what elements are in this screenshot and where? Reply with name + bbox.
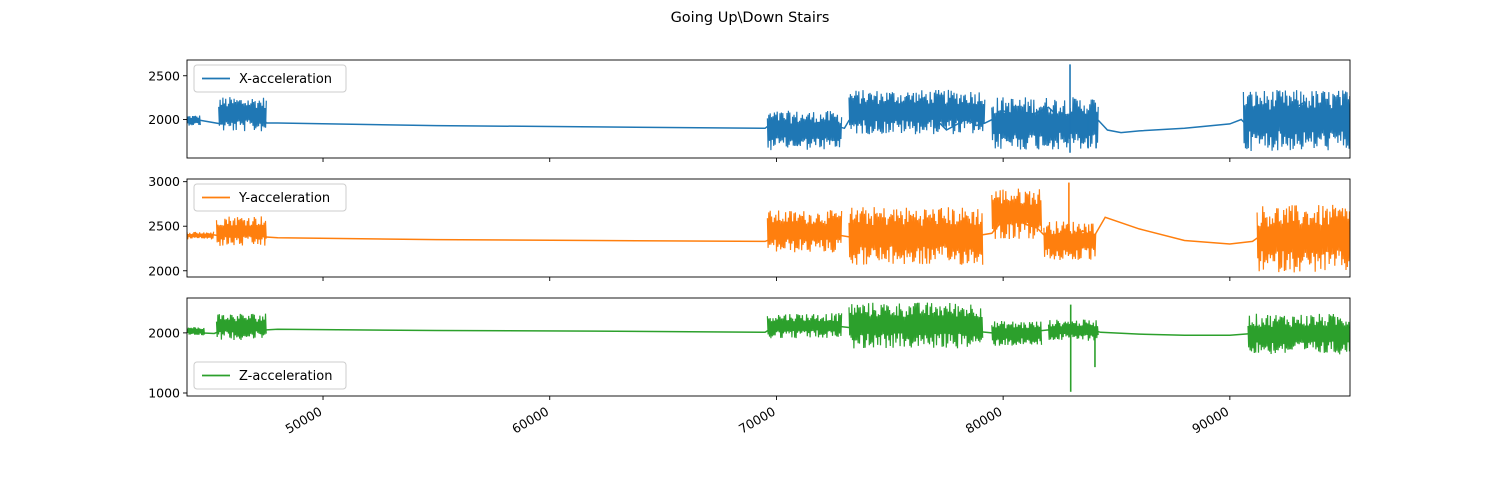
axes-frame [186,297,1351,397]
subplot-1: 2000 2500 X-acceleration [148,59,1351,162]
legend-label: X-acceleration [239,72,332,87]
oscillation-band-2 [215,313,267,341]
oscillation-band-6 [1043,221,1097,261]
oscillation-band-2 [215,216,267,246]
data-area [187,182,1350,273]
legend-label: Z-acceleration [239,369,332,384]
oscillation-band-7 [1256,204,1350,273]
oscillation-band-5 [991,188,1043,240]
axes-frame [186,178,1351,278]
oscillation-band-7 [1247,313,1350,355]
legend: X-acceleration [193,64,347,93]
oscillation-band-1 [187,327,206,336]
axes-frame [186,59,1351,159]
y-tick-label: 2500 [148,68,180,83]
oscillation-band-1 [187,115,201,126]
oscillation-band-4 [848,89,986,135]
oscillation-band-4 [848,207,984,265]
y-tick-label: 2500 [148,219,180,234]
data-area [187,64,1350,153]
legend-box [193,64,347,93]
y-tick-label: 2000 [148,325,180,340]
legend: Y-acceleration [193,183,347,212]
y-tick-label: 2000 [148,112,180,127]
oscillation-band-6 [1242,89,1350,152]
legend-box [193,183,347,212]
y-tick-label: 1000 [148,385,180,400]
oscillation-band-3 [766,110,843,151]
oscillation-band-5 [991,320,1043,346]
figure-title: Going Up\Down Stairs [671,10,830,26]
data-area [187,302,1350,392]
oscillation-band-3 [766,210,843,253]
legend: Z-acceleration [193,361,347,390]
y-tick-label: 2000 [148,263,180,278]
oscillation-band-3 [766,313,843,339]
y-tick-label: 3000 [148,174,180,189]
subplot-2: 2000 2500 3000 Y-acceleration [148,174,1351,281]
oscillation-band-2 [218,97,267,132]
oscillation-band-6 [1047,319,1099,341]
legend-box [193,361,347,390]
oscillation-band-5 [991,97,1099,150]
oscillation-band-4 [848,302,984,349]
legend-label: Y-acceleration [238,191,330,206]
oscillation-band-1 [187,231,215,240]
